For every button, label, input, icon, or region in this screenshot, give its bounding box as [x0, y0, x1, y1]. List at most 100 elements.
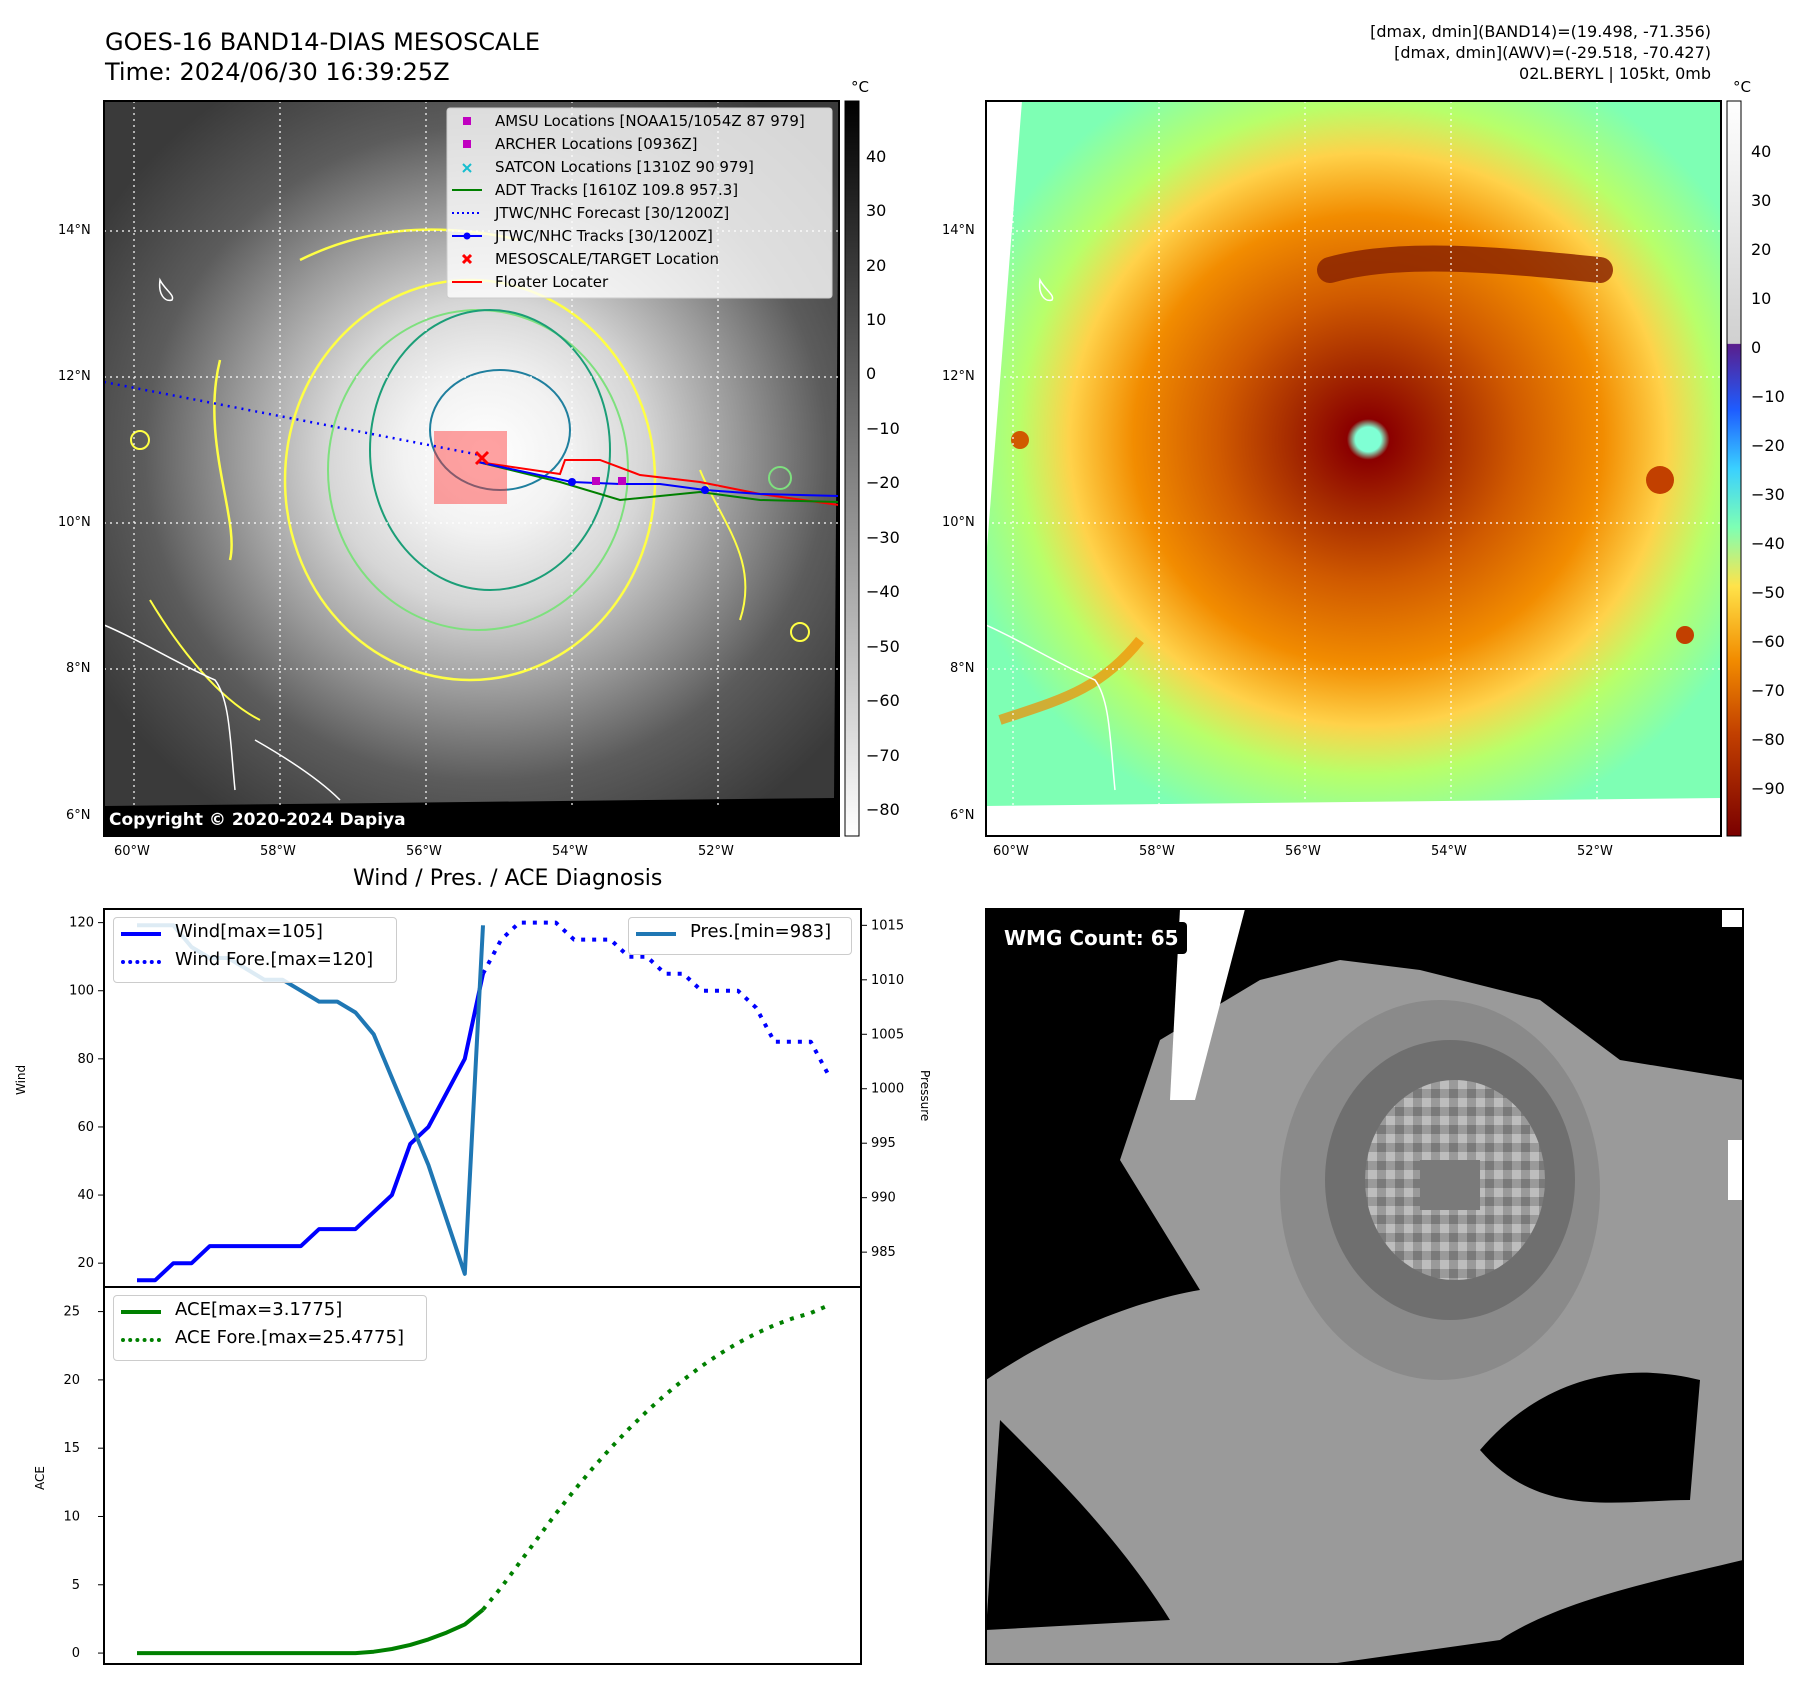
wind-forecast-series-line [481, 920, 831, 1077]
right-lon-tick-52w: 52°W [1577, 844, 1613, 859]
ace-legend [113, 1295, 427, 1361]
right-lat-tick-12n: 12°N [942, 369, 975, 384]
left-ir-map [103, 100, 840, 837]
archer-marker [618, 477, 626, 485]
chart-marks-layer: 2040608010012098599099510001005101010150… [63, 916, 904, 1661]
left-cbar-tick-m60: −60 [866, 691, 900, 710]
ir-color-swath [986, 101, 1721, 806]
coastline [104, 624, 236, 791]
right-cbar-tick-30: 30 [1751, 191, 1772, 210]
right-map-gridlines [986, 101, 1721, 836]
ace-legend-label: ACE[max=3.1775] [175, 1299, 343, 1320]
target-marker [474, 450, 490, 466]
legend-satcon: SATCON Locations [1310Z 90 979] [495, 158, 754, 176]
chart-subtitle-time: Time: 2024/06/30 16:39:25Z [105, 58, 450, 86]
contour-blue [429, 369, 571, 491]
wind-fore-legend-label: Wind Fore.[max=120] [175, 949, 374, 970]
pressure-tick-label: 1010 [871, 973, 904, 988]
ace-tick-label: 20 [63, 1373, 80, 1388]
left-lat-tick-10n: 10°N [58, 515, 91, 530]
right-lon-tick-58w: 58°W [1139, 844, 1175, 859]
legend-archer: ARCHER Locations [0936Z] [495, 135, 698, 153]
wind-tick-label: 20 [77, 1256, 94, 1271]
legend-tracks: JTWC/NHC Tracks [30/1200Z] [495, 227, 713, 245]
left-lat-tick-14n: 14°N [58, 223, 91, 238]
right-cbar-tick-0: 0 [1751, 338, 1762, 357]
ace-forecast-series-line [481, 1303, 830, 1611]
right-cbar-tick-20: 20 [1751, 240, 1772, 259]
wmg-count-label: WMG Count: 65 [996, 922, 1187, 954]
right-lat-tick-6n: 6°N [950, 808, 975, 823]
pressure-tick-label: 985 [871, 1245, 896, 1260]
right-cbar-tick-m70: −70 [1751, 681, 1785, 700]
left-cbar-tick-30: 30 [866, 201, 887, 220]
pressure-tick-label: 1015 [871, 918, 904, 933]
left-lon-tick-54w: 54°W [552, 844, 588, 859]
left-cbar-tick-40: 40 [866, 147, 887, 166]
wind-tick-label: 60 [77, 1120, 94, 1135]
right-cbar-tick-m20: −20 [1751, 436, 1785, 455]
legend-floater: Floater Locater [495, 273, 609, 291]
right-ir-map [985, 100, 1722, 837]
island-outline [158, 277, 174, 302]
right-lon-tick-56w: 56°W [1285, 844, 1321, 859]
wind-tick-label: 120 [69, 916, 94, 931]
right-cbar-tick-m10: −10 [1751, 387, 1785, 406]
left-lon-tick-60w: 60°W [114, 844, 150, 859]
right-cbar-tick-m90: −90 [1751, 779, 1785, 798]
floater-locater-track [477, 459, 839, 506]
right-cbar-tick-m80: −80 [1751, 730, 1785, 749]
right-lat-tick-8n: 8°N [950, 661, 975, 676]
wind-fore-legend-swatch [121, 960, 161, 964]
wmg-white-streak [1170, 909, 1245, 1100]
pressure-legend-swatch [636, 932, 676, 936]
left-colorbar-unit: °C [851, 78, 869, 96]
right-lon-tick-60w: 60°W [993, 844, 1029, 859]
ace-tick-label: 25 [63, 1305, 80, 1320]
left-cbar-tick-20: 20 [866, 256, 887, 275]
right-cbar-tick-m60: −60 [1751, 632, 1785, 651]
left-lat-tick-12n: 12°N [58, 369, 91, 384]
left-lon-tick-56w: 56°W [406, 844, 442, 859]
right-lon-tick-54w: 54°W [1431, 844, 1467, 859]
legend-amsu: AMSU Locations [NOAA15/1054Z 87 979] [495, 112, 805, 130]
right-cbar-tick-m50: −50 [1751, 583, 1785, 602]
pressure-legend-label: Pres.[min=983] [690, 921, 832, 942]
left-cbar-tick-m80: −80 [866, 800, 900, 819]
right-lat-tick-10n: 10°N [942, 515, 975, 530]
ace-tick-label: 0 [72, 1646, 80, 1661]
left-lon-tick-52w: 52°W [698, 844, 734, 859]
right-cbar-tick-m30: −30 [1751, 485, 1785, 504]
legend-target: MESOSCALE/TARGET Location [495, 250, 720, 268]
legend-forecast: JTWC/NHC Forecast [30/1200Z] [495, 204, 730, 222]
pressure-axis-label: Pressure [918, 1070, 932, 1122]
pressure-legend [628, 917, 852, 955]
copyright-text: Copyright © 2020-2024 Dapiya [109, 810, 406, 830]
contour-teal [369, 309, 611, 591]
wind-series-line [137, 973, 485, 1283]
chart-title: GOES-16 BAND14-DIAS MESOSCALE [105, 28, 541, 56]
wmg-panel [985, 908, 1744, 1665]
floater-box [434, 431, 507, 504]
left-cbar-tick-m30: −30 [866, 528, 900, 547]
ace-tick-label: 5 [72, 1578, 80, 1593]
wind-tick-label: 40 [77, 1188, 94, 1203]
wind-tick-label: 80 [77, 1052, 94, 1067]
left-map-gridlines [104, 101, 839, 836]
pressure-tick-label: 1000 [871, 1082, 904, 1097]
left-cbar-tick-m50: −50 [866, 637, 900, 656]
left-cbar-tick-m10: −10 [866, 419, 900, 438]
ace-fore-legend-swatch [121, 1338, 161, 1342]
pressure-tick-label: 995 [871, 1136, 896, 1151]
stats-line-awv: [dmax, dmin](AWV)=(-29.518, -70.427) [1394, 43, 1711, 62]
left-cbar-tick-m20: −20 [866, 473, 900, 492]
right-lat-tick-14n: 14°N [942, 223, 975, 238]
right-cbar-tick-40: 40 [1751, 142, 1772, 161]
wind-legend-label: Wind[max=105] [175, 921, 323, 942]
adt-track [477, 461, 839, 503]
left-cbar-tick-m40: −40 [866, 582, 900, 601]
left-cbar-tick-10: 10 [866, 310, 887, 329]
left-colorbar [844, 100, 860, 837]
amsu-marker [592, 477, 600, 485]
pressure-tick-label: 1005 [871, 1027, 904, 1042]
